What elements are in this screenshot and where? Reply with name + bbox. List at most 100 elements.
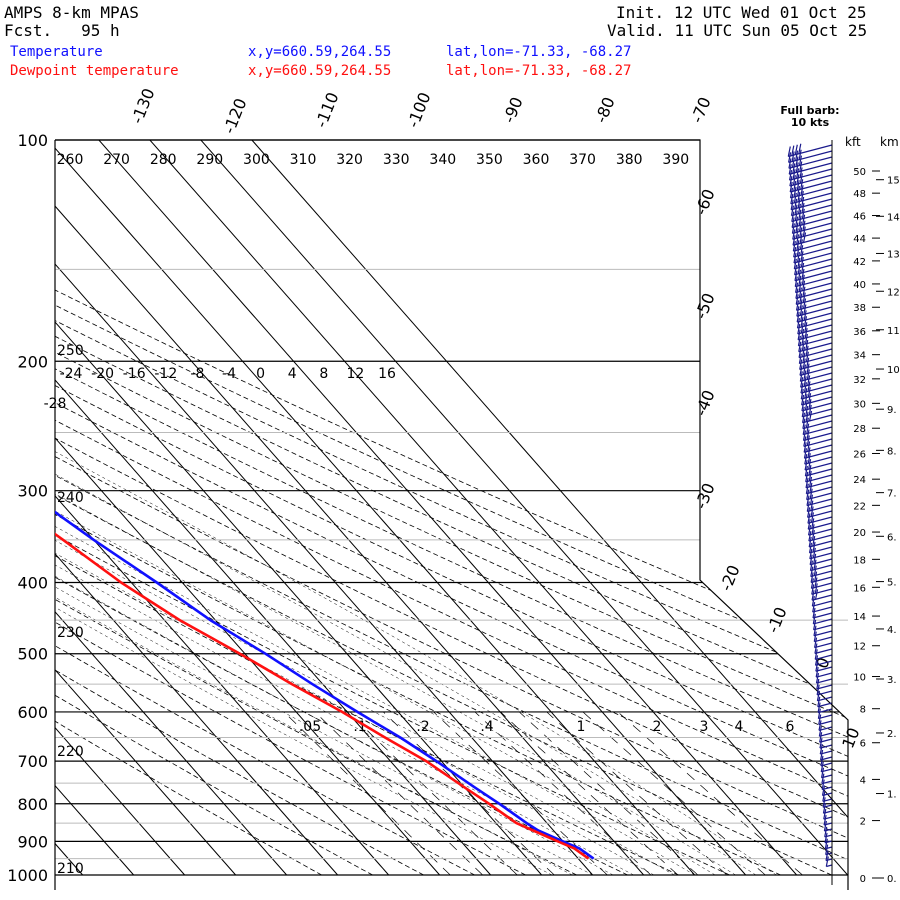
theta-label: 260 [57, 152, 84, 168]
dry-adiabat-line [55, 140, 848, 876]
dry-adiabat-line [55, 140, 848, 876]
isotherm-label: -40 [691, 387, 718, 418]
km-tick-label: 12. [887, 287, 900, 298]
km-tick-label: 14. [887, 212, 900, 223]
wind-barb [808, 535, 833, 548]
wind-barb [810, 571, 833, 584]
isotherm-line [251, 140, 848, 876]
profile-temperature [55, 140, 595, 860]
pressure-tick-700: 700 [17, 752, 48, 771]
wind-barb [813, 631, 833, 643]
mixing-ratio-line [314, 711, 483, 876]
wind-barb [816, 690, 833, 702]
wind-barb [808, 541, 833, 554]
moist-adiabat-line [55, 327, 593, 876]
thetae-label: -20 [91, 366, 114, 382]
legend-dewpoint: Dewpoint temperature [10, 63, 179, 80]
wind-barb [807, 518, 833, 530]
wind-barb [810, 565, 833, 578]
kft-tick-label: 30 [853, 399, 866, 410]
wind-barb [793, 256, 833, 270]
fcst-value: 95 h [81, 21, 120, 40]
valid-label: Valid. [607, 21, 665, 40]
valid-value: 11 UTC Sun 05 Oct 25 [674, 21, 868, 40]
dry-adiabat-line [55, 140, 848, 876]
isotherm-label: -30 [691, 480, 718, 511]
isotherm-label: -50 [691, 290, 718, 321]
wind-barb [815, 661, 833, 672]
model-title: AMPS 8-km MPAS [4, 3, 139, 22]
isotherm-label: -110 [311, 90, 342, 131]
km-tick-label: 0. [887, 874, 897, 885]
kft-tick-label: 36 [853, 327, 866, 338]
kft-tick-label: 44 [853, 234, 866, 245]
isotherm-line [98, 140, 747, 876]
init-time: Init. 12 UTC Wed 01 Oct 25 [616, 4, 866, 21]
theta-label: 350 [476, 152, 503, 168]
forecast-hour: Fcst. 95 h [4, 22, 120, 39]
wind-barb [811, 583, 833, 595]
kft-tick-label: 28 [853, 424, 866, 435]
wind-barb [816, 684, 833, 696]
mixing-ratio-label: .1 [353, 719, 366, 735]
kft-tick-label: 2 [860, 817, 866, 828]
isotherm-line [55, 140, 186, 876]
kft-tick-label: 50 [853, 167, 866, 178]
profile-dewpoint-temperature [55, 140, 590, 860]
fcst-label: Fcst. [4, 21, 53, 40]
isotherm-label: -90 [499, 94, 526, 125]
mixing-ratio-line [382, 711, 555, 876]
wind-barb [806, 500, 833, 513]
wind-barb [817, 702, 833, 714]
legend-dewpoint-xy: x,y=660.59,264.55 [248, 63, 392, 79]
dry-adiabat-line [55, 140, 577, 876]
km-tick-label: 10. [887, 365, 900, 376]
theta-label: 290 [196, 152, 223, 168]
background-lines [55, 140, 848, 876]
wind-barb [811, 589, 833, 601]
kft-tick-label: 8 [860, 705, 866, 716]
isotherm-label: -100 [403, 90, 434, 131]
mixing-ratio-label: .4 [480, 719, 493, 735]
wind-barb [823, 820, 833, 832]
wind-barb [796, 316, 833, 329]
wind-barb [825, 856, 833, 868]
wind-barb [804, 464, 833, 477]
theta-label: 370 [569, 152, 596, 168]
init-label: Init. [616, 3, 665, 22]
valid-time: Valid. 11 UTC Sun 05 Oct 25 [607, 22, 867, 39]
mixing-ratio-line [347, 711, 518, 876]
km-tick-label: 9. [887, 405, 897, 416]
dry-adiabat-line [55, 140, 781, 876]
theta-side-label: 250 [57, 343, 84, 359]
mixing-ratio-line [283, 711, 451, 876]
thetae-label: 12 [346, 366, 364, 382]
km-tick-label: 15. [887, 176, 900, 187]
theta-side-label: 240 [57, 490, 84, 506]
isotherm-line [55, 140, 441, 876]
mixing-ratio-label: 4 [735, 719, 744, 735]
diagram-labels: -130 -120 -110 -100 -90 -80 -70-60-50-40-30-20… [44, 86, 864, 877]
wind-barb [791, 214, 833, 229]
mixing-ratio-label: 1 [577, 719, 586, 735]
isotherm-line [55, 140, 645, 876]
wind-barb [824, 838, 833, 850]
mixing-ratio-line [433, 711, 608, 876]
kft-tick-label: 22 [853, 501, 866, 512]
isotherm-label: -80 [591, 94, 618, 125]
wind-barb [792, 232, 833, 246]
pressure-tick-500: 500 [17, 645, 48, 664]
wind-barb [814, 649, 833, 660]
wind-barb [812, 607, 833, 619]
isotherm-label: -60 [691, 186, 718, 217]
theta-side-label: 230 [57, 625, 84, 641]
thetae-label: -4 [222, 366, 236, 382]
isotherm-line [55, 140, 390, 876]
legend-temperature-name: Temperature [10, 44, 103, 60]
wind-barb [792, 226, 833, 240]
isotherm-line [55, 140, 696, 876]
kft-label: kft [845, 135, 861, 149]
kft-tick-label: 4 [860, 775, 866, 786]
km-tick-label: 1. [887, 790, 897, 801]
wind-barb [794, 280, 833, 294]
